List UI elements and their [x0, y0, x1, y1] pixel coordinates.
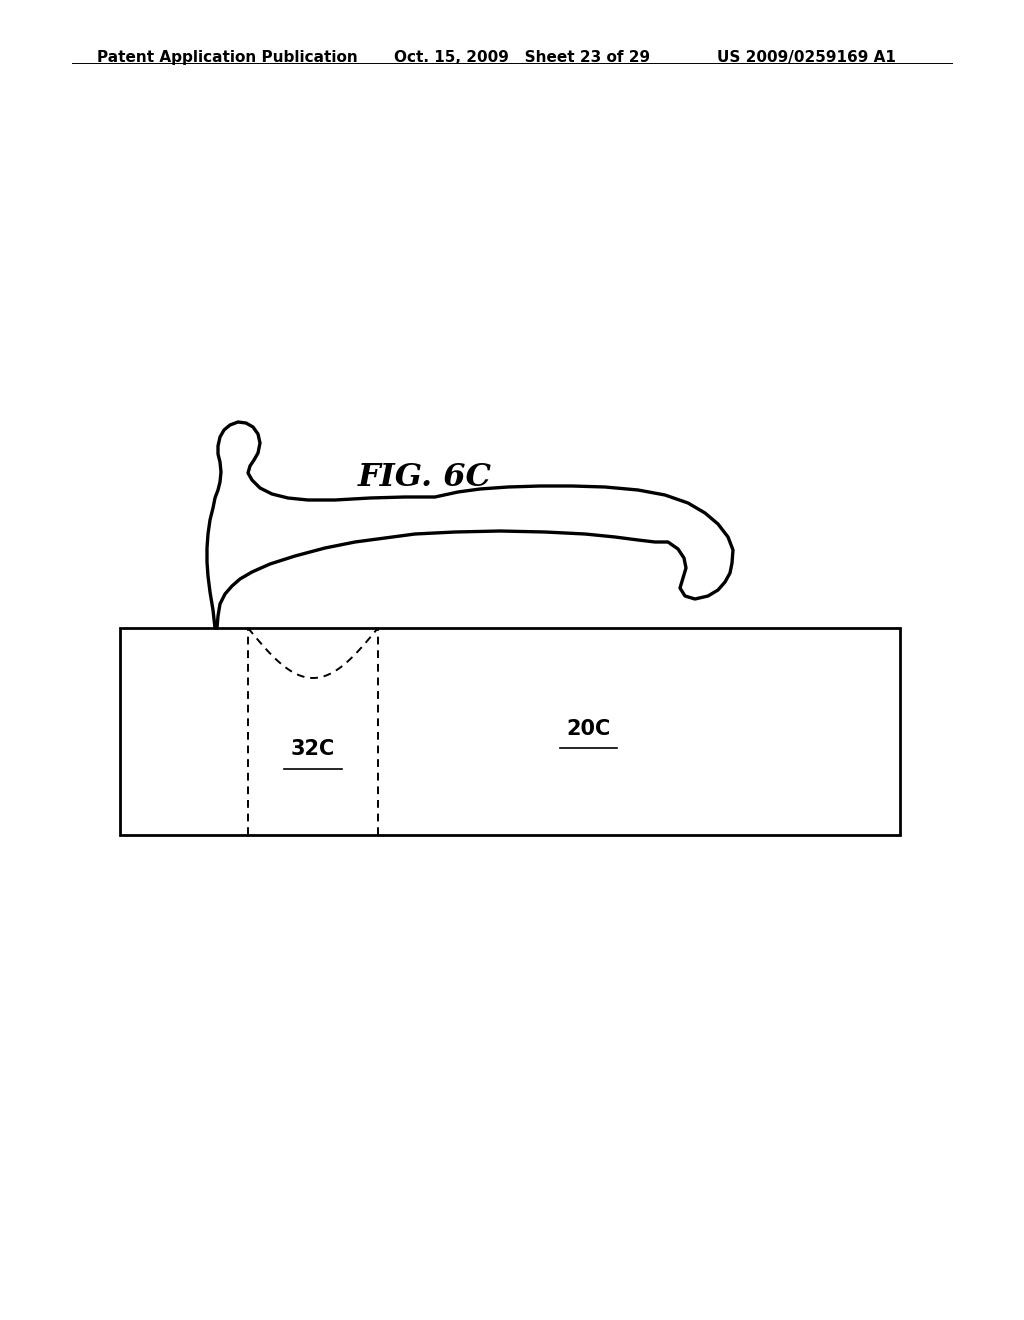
Text: FIG. 6C: FIG. 6C [358, 462, 492, 494]
Text: Oct. 15, 2009   Sheet 23 of 29: Oct. 15, 2009 Sheet 23 of 29 [394, 50, 650, 65]
Text: US 2009/0259169 A1: US 2009/0259169 A1 [717, 50, 896, 65]
Text: 32C: 32C [291, 739, 335, 759]
Text: 20C: 20C [566, 718, 611, 739]
Bar [120, 628, 900, 836]
Text: Patent Application Publication: Patent Application Publication [97, 50, 358, 65]
